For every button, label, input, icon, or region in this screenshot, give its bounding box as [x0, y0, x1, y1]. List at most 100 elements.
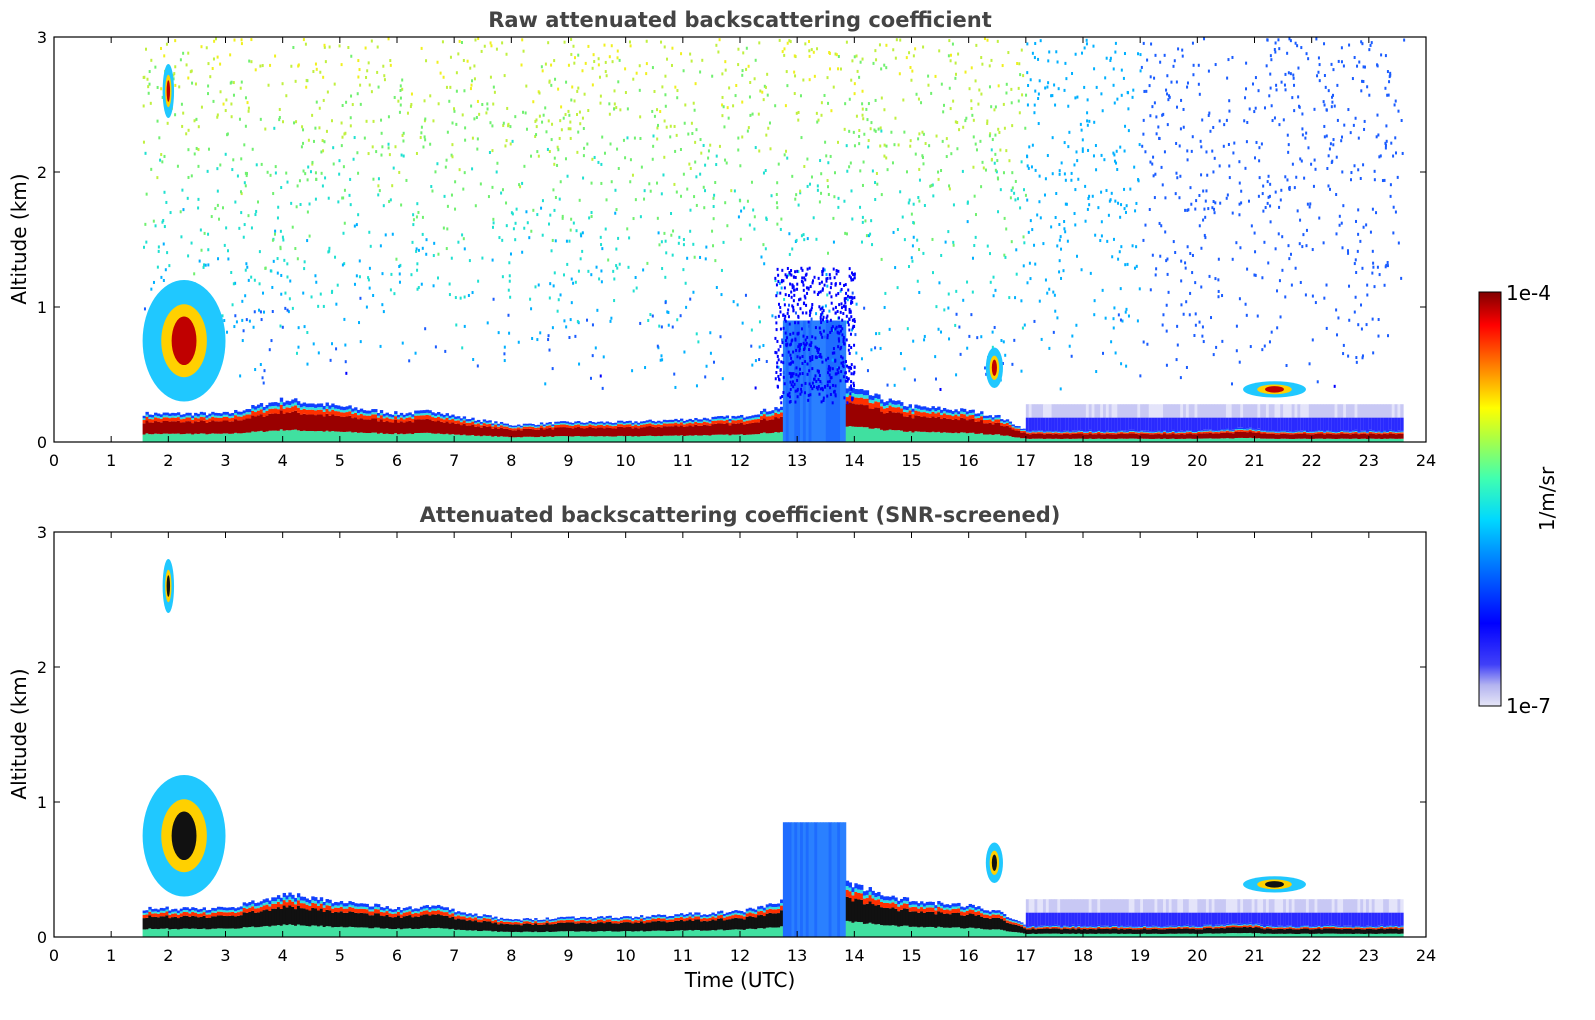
- noise-speckle: [539, 331, 542, 335]
- noise-speckle: [338, 44, 341, 48]
- near-surface-band: [537, 437, 541, 442]
- near-surface-band: [619, 435, 624, 442]
- transition-band: [617, 422, 621, 425]
- near-surface-band: [182, 434, 186, 442]
- noise-speckle: [309, 170, 312, 174]
- aerosol-core-band: [1074, 433, 1078, 439]
- noise-speckle: [989, 280, 992, 284]
- faint-residual-layer: [1385, 404, 1390, 431]
- noise-speckle: [682, 172, 685, 176]
- near-surface-band: [379, 432, 384, 442]
- noise-speckle: [1115, 149, 1118, 153]
- near-surface-band: [688, 435, 692, 442]
- noise-speckle: [797, 270, 800, 274]
- noise-speckle: [573, 61, 576, 65]
- transition-band: [542, 426, 547, 428]
- residual-layer: [1180, 417, 1184, 431]
- transition-band: [588, 423, 592, 425]
- near-surface-band: [579, 436, 584, 442]
- noise-speckle: [1180, 279, 1183, 283]
- noise-speckle: [281, 82, 284, 86]
- aerosol-core-band: [1108, 434, 1113, 439]
- transition-band: [1188, 431, 1193, 432]
- aerosol-edge-band: [568, 425, 572, 428]
- near-surface-band: [462, 434, 467, 442]
- near-surface-band: [1040, 438, 1044, 442]
- noise-speckle: [290, 201, 293, 205]
- transition-band: [474, 422, 478, 425]
- residual-layer: [1203, 417, 1207, 430]
- transition-band: [865, 395, 870, 399]
- noise-speckle: [1294, 41, 1297, 45]
- aerosol-edge-band: [920, 412, 924, 417]
- near-surface-band: [891, 430, 895, 442]
- transition-band: [622, 423, 627, 426]
- noise-speckle: [174, 39, 177, 43]
- noise-speckle: [279, 229, 282, 233]
- noise-speckle: [1010, 240, 1013, 244]
- noise-speckle: [955, 312, 958, 316]
- noise-speckle: [1330, 62, 1333, 66]
- aerosol-edge-band: [1042, 433, 1047, 435]
- noise-speckle: [1330, 160, 1333, 164]
- noise-speckle: [1100, 153, 1103, 157]
- noise-speckle: [635, 71, 638, 75]
- aerosol-edge-band: [877, 402, 881, 409]
- noise-speckle: [297, 63, 300, 67]
- noise-speckle: [1167, 290, 1170, 294]
- residual-layer: [1271, 417, 1276, 431]
- noise-speckle: [754, 58, 757, 62]
- noise-speckle: [907, 201, 910, 205]
- aerosol-core-band: [1005, 425, 1010, 436]
- aerosol-edge-band: [1128, 431, 1133, 434]
- near-surface-band: [1148, 438, 1153, 442]
- noise-speckle: [1331, 100, 1334, 104]
- near-surface-band: [1214, 438, 1218, 442]
- noise-speckle: [827, 192, 830, 196]
- noise-speckle: [1197, 82, 1200, 86]
- transition-band: [1248, 428, 1253, 430]
- transition-band: [1022, 429, 1027, 431]
- noise-speckle: [663, 231, 666, 235]
- noise-speckle: [400, 203, 403, 207]
- noise-speckle: [1005, 82, 1008, 86]
- noise-speckle: [750, 180, 753, 184]
- aerosol-edge-band: [1320, 431, 1324, 434]
- transition-band: [236, 414, 241, 417]
- noise-speckle: [690, 59, 693, 63]
- noise-speckle: [695, 128, 698, 132]
- noise-speckle: [943, 308, 946, 312]
- noise-speckle: [197, 125, 200, 129]
- noise-speckle: [795, 111, 798, 115]
- noise-speckle: [1024, 193, 1027, 197]
- noise-speckle: [1127, 129, 1130, 133]
- aerosol-edge-band: [379, 415, 384, 420]
- aerosol-core-band: [468, 425, 472, 436]
- aerosol-core-band: [577, 427, 581, 437]
- noise-speckle: [856, 69, 859, 73]
- aerosol-core-band: [522, 428, 527, 437]
- noise-speckle: [631, 369, 634, 373]
- aerosol-core-band: [865, 405, 870, 428]
- noise-speckle: [1014, 296, 1017, 300]
- noise-speckle: [345, 371, 348, 375]
- noise-speckle: [1165, 88, 1168, 92]
- noise-speckle: [1238, 360, 1241, 364]
- noise-speckle: [1044, 86, 1047, 90]
- layer-top-band: [1042, 431, 1047, 433]
- noise-speckle: [1076, 254, 1079, 258]
- noise-speckle: [246, 265, 249, 269]
- noise-speckle: [862, 117, 865, 121]
- noise-speckle: [410, 102, 413, 106]
- noise-speckle: [462, 187, 465, 191]
- transition-band: [1391, 431, 1396, 433]
- near-surface-band: [757, 434, 761, 442]
- near-surface-band: [617, 435, 621, 442]
- transition-band: [268, 406, 272, 410]
- noise-speckle: [324, 60, 327, 64]
- noise-speckle: [444, 165, 447, 169]
- noise-speckle: [1148, 84, 1151, 88]
- aerosol-core-band: [1265, 433, 1270, 439]
- near-surface-band: [371, 432, 375, 442]
- aerosol-core-band: [1042, 434, 1047, 439]
